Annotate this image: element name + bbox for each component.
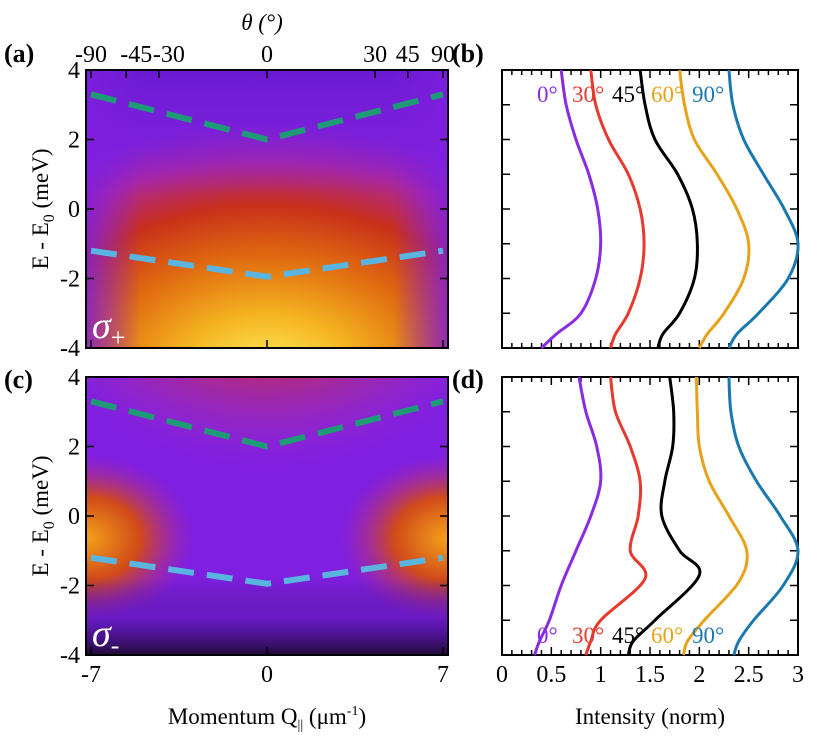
top-tick-label-2: -30	[153, 42, 185, 68]
xtick-label-c-0: -7	[81, 662, 101, 688]
curves-b: 0° 30° 45° 60° 90°	[537, 69, 800, 350]
dashed-curves-a	[90, 91, 444, 280]
axis-ticks	[86, 69, 799, 656]
line-series-3	[682, 376, 749, 656]
series-label-4: 90°	[692, 623, 724, 648]
series-label-2: 45°	[612, 623, 644, 648]
x-axis-title-left: Momentum Q|| (μm-1)	[168, 704, 366, 733]
panel-label-d: (d)	[452, 365, 484, 394]
xtick-label-d-0: 0	[496, 662, 508, 688]
series-label-4: 90°	[692, 82, 724, 107]
sigma-minus-annotation: σ-	[92, 613, 119, 660]
curves-d: 0° 30° 45° 60° 90°	[533, 376, 800, 656]
series-label-1: 30°	[572, 82, 604, 107]
y-axis-title-c-text: E - E0 (meV)	[28, 455, 58, 576]
top-tick-label-6: 90	[431, 42, 455, 68]
y-axis-title-c: E - E0 (meV)	[28, 455, 58, 576]
ytick-label-1-4: 4	[68, 365, 80, 391]
line-series-2	[626, 376, 702, 656]
dashed-curve-upper	[90, 398, 444, 450]
line-series-3	[678, 69, 751, 349]
line-series-0	[540, 69, 603, 350]
ytick-label-0-1: -2	[60, 267, 80, 293]
xtick-label-c-2: 7	[437, 662, 449, 688]
ytick-label-0-4: 4	[68, 58, 80, 84]
line-series-1	[584, 376, 648, 656]
dashed-curve-lower	[90, 554, 444, 587]
ytick-label-1-0: -4	[60, 643, 80, 669]
heatmap-c	[86, 377, 448, 655]
xtick-label-d-1: 0.5	[536, 662, 566, 688]
series-label-2: 45°	[612, 82, 644, 107]
sigma-plus-annotation: σ+	[92, 305, 125, 352]
series-label-3: 60°	[651, 623, 683, 648]
y-axis-title-a: E - E0 (meV)	[28, 148, 58, 269]
series-label-0: 0°	[537, 623, 558, 648]
xtick-label-d-2: 1	[595, 662, 607, 688]
line-series-2	[638, 69, 699, 349]
ytick-label-1-1: -2	[60, 574, 80, 600]
dashed-curves-c	[90, 398, 444, 587]
top-tick-label-0: -90	[75, 42, 107, 68]
top-tick-label-5: 45	[396, 42, 420, 68]
heatmap-a	[86, 70, 448, 348]
y-axis-title-a-text: E - E0 (meV)	[28, 148, 58, 269]
ytick-label-0-3: 2	[68, 128, 80, 154]
line-series-0	[533, 376, 603, 656]
xtick-label-d-4: 2	[693, 662, 705, 688]
ytick-label-0-0: -4	[60, 336, 80, 362]
line-series-4	[727, 69, 800, 349]
panel-label-b: (b)	[452, 39, 484, 68]
xtick-label-c-1: 0	[261, 662, 273, 688]
ytick-label-1-3: 2	[68, 435, 80, 461]
top-tick-label-3: 0	[261, 42, 273, 68]
panel-label-a: (a)	[4, 39, 34, 68]
series-label-1: 30°	[572, 623, 604, 648]
ytick-label-0-2: 0	[68, 197, 80, 223]
top-tick-label-1: -45	[120, 42, 152, 68]
xtick-label-d-3: 1.5	[635, 662, 665, 688]
frame-d	[501, 376, 799, 656]
dashed-curve-upper	[90, 91, 444, 143]
series-label-3: 60°	[651, 82, 683, 107]
top-axis-title: θ (°)	[241, 10, 283, 35]
xtick-label-d-6: 3	[792, 662, 804, 688]
dashed-curve-lower	[90, 247, 444, 280]
panel-label-c: (c)	[4, 365, 33, 394]
xtick-label-d-5: 2.5	[734, 662, 764, 688]
heatmap-a-side-fade	[86, 70, 448, 348]
x-axis-title-right: Intensity (norm)	[575, 704, 725, 729]
series-label-0: 0°	[537, 82, 558, 107]
line-series-1	[589, 69, 646, 349]
ytick-label-1-2: 0	[68, 504, 80, 530]
heatmap-c-bottom-shade	[86, 377, 448, 655]
line-series-4	[727, 376, 800, 656]
frame-b	[501, 69, 799, 349]
top-tick-label-4: 30	[363, 42, 387, 68]
